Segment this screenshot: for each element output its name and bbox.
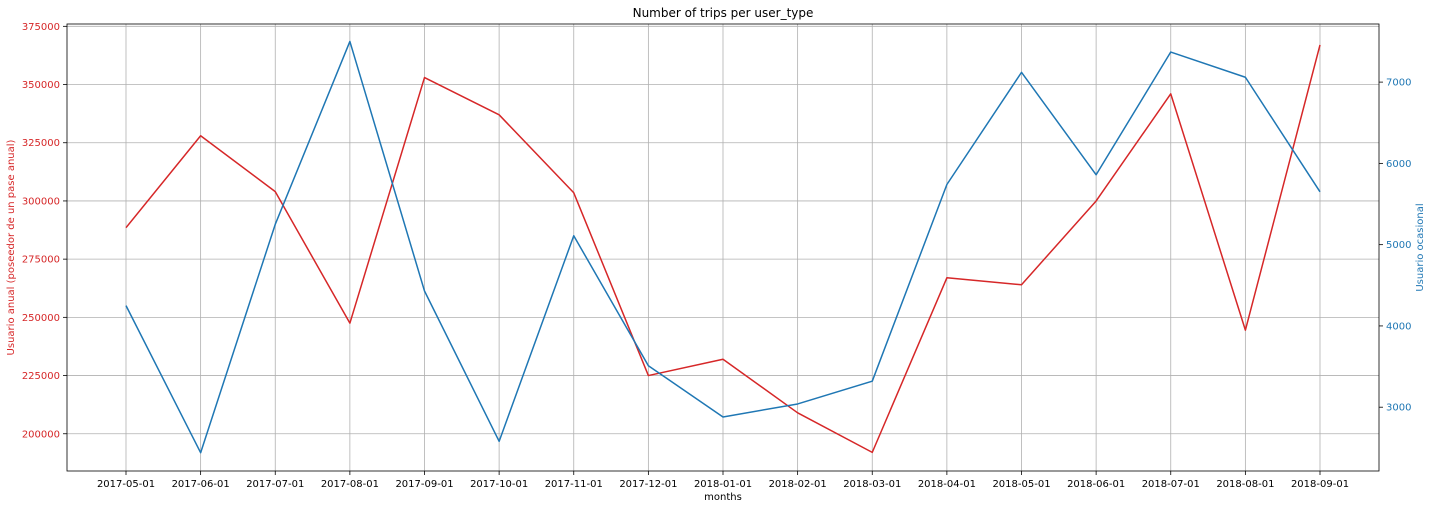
right-tick-label: 7000 <box>1386 78 1411 89</box>
series-layer <box>125 40 1321 454</box>
right-tick-label: 6000 <box>1386 159 1411 170</box>
right-tick-label: 3000 <box>1386 403 1411 414</box>
x-tick-label: 2018-01-01 <box>694 479 752 490</box>
x-tick-label: 2018-09-01 <box>1291 479 1349 490</box>
x-tick-label: 2017-11-01 <box>545 479 603 490</box>
left-tick-label: 325000 <box>22 138 60 149</box>
left-tick-label: 225000 <box>22 371 60 382</box>
x-tick-label: 2018-08-01 <box>1216 479 1274 490</box>
x-axis-title: months <box>704 492 742 503</box>
left-tick-label: 275000 <box>22 255 60 266</box>
left-axis-title: Usuario anual (poseedor de un pase anual… <box>6 139 17 355</box>
x-axis-ticks: 2017-05-01 2017-06-01 2017-07-01 2017-08-01… <box>97 471 1349 490</box>
series-line-usuario-ocasional <box>125 40 1321 454</box>
left-tick-label: 350000 <box>22 80 60 91</box>
x-tick-label: 2017-12-01 <box>619 479 677 490</box>
x-tick-label: 2018-03-01 <box>843 479 901 490</box>
x-tick-label: 2017-05-01 <box>97 479 155 490</box>
x-tick-label: 2017-07-01 <box>246 479 304 490</box>
left-tick-label: 375000 <box>22 22 60 33</box>
right-axis-title: Usuario ocasional <box>1415 203 1426 291</box>
x-tick-label: 2017-10-01 <box>470 479 528 490</box>
x-tick-label: 2017-06-01 <box>172 479 230 490</box>
left-axis-ticks: 200000 225000 250000 275000 300000 325000 3500… <box>22 22 67 440</box>
chart-title: Number of trips per user_type <box>633 6 814 20</box>
x-tick-label: 2017-08-01 <box>321 479 379 490</box>
series-line-usuario-anual <box>125 44 1321 454</box>
x-tick-label: 2017-09-01 <box>395 479 453 490</box>
x-tick-label: 2018-04-01 <box>918 479 976 490</box>
x-tick-label: 2018-06-01 <box>1067 479 1125 490</box>
left-tick-label: 200000 <box>22 429 60 440</box>
left-tick-label: 250000 <box>22 313 60 324</box>
x-tick-label: 2018-02-01 <box>769 479 827 490</box>
x-tick-label: 2018-07-01 <box>1142 479 1200 490</box>
right-axis-ticks: 3000 4000 5000 6000 7000 <box>1379 78 1411 414</box>
right-tick-label: 4000 <box>1386 321 1411 332</box>
grid <box>67 24 1379 471</box>
right-tick-label: 5000 <box>1386 240 1411 251</box>
left-tick-label: 300000 <box>22 196 60 207</box>
x-tick-label: 2018-05-01 <box>992 479 1050 490</box>
